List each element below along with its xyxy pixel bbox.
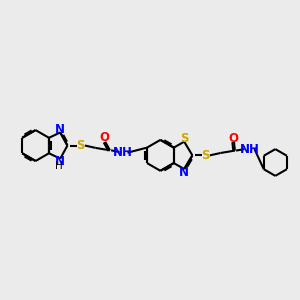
Text: N: N <box>179 166 189 179</box>
Text: S: S <box>76 139 85 152</box>
Text: N: N <box>55 123 65 136</box>
Text: O: O <box>100 131 110 144</box>
Text: H: H <box>55 161 63 171</box>
Text: NH: NH <box>112 146 132 159</box>
Text: O: O <box>228 132 239 145</box>
Text: S: S <box>180 132 188 145</box>
Text: S: S <box>202 149 210 162</box>
Text: NH: NH <box>239 142 260 156</box>
Text: N: N <box>55 155 65 168</box>
